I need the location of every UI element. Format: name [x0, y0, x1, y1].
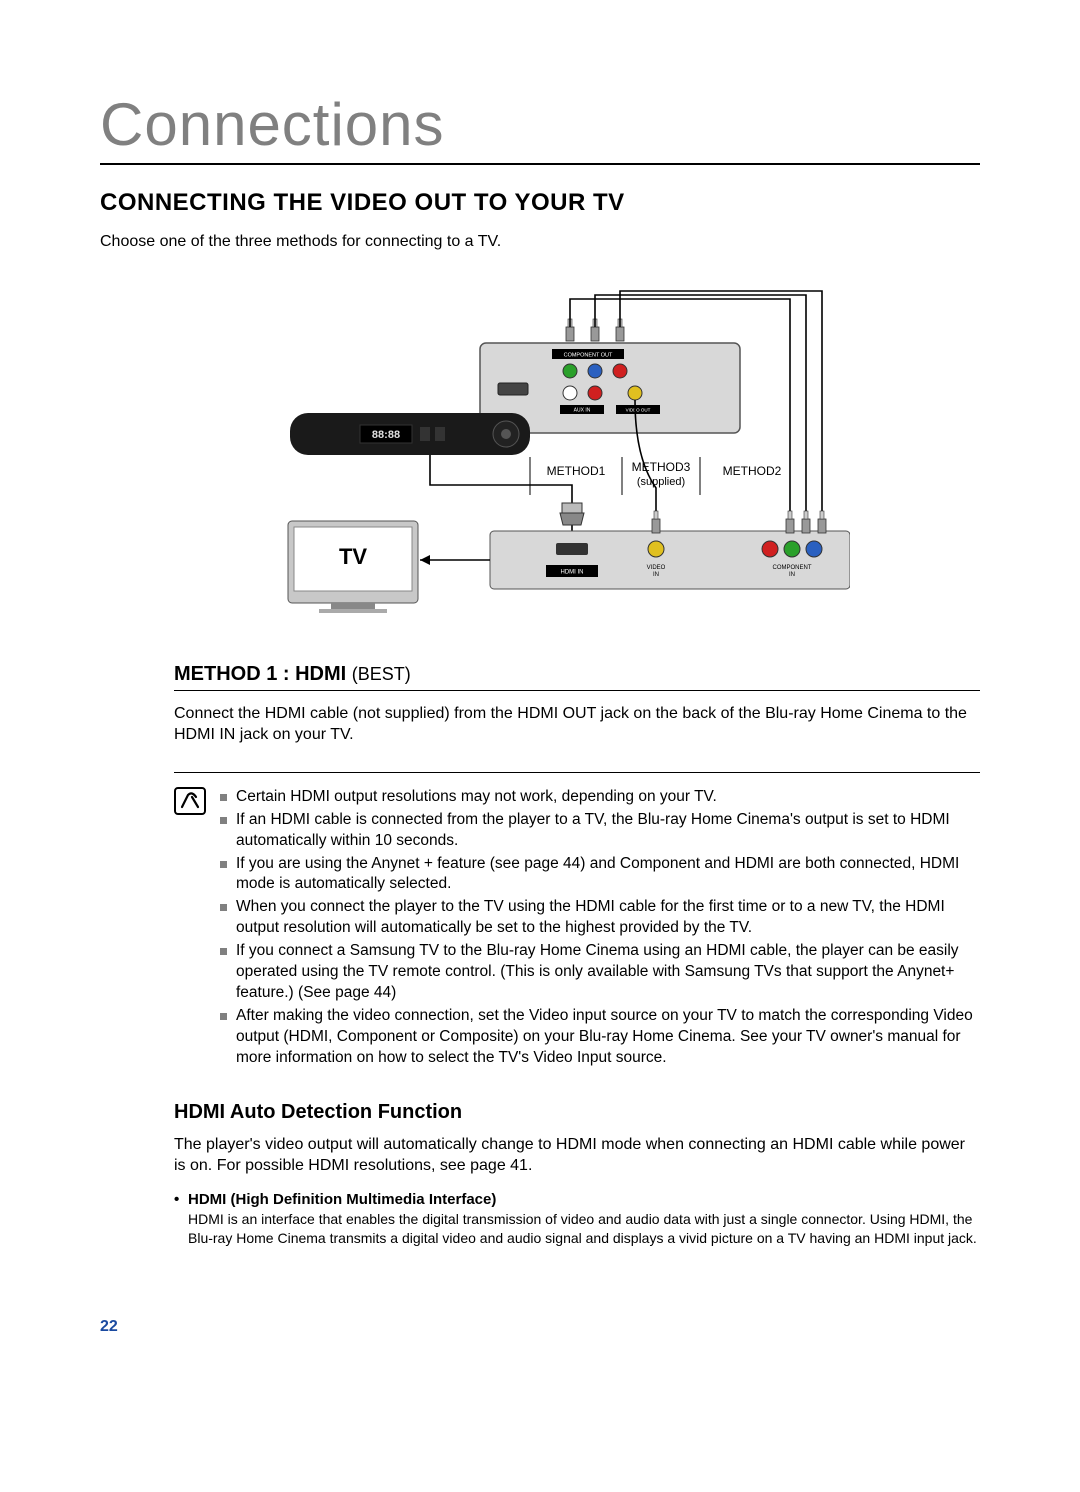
method1-body: Connect the HDMI cable (not supplied) fr… [174, 703, 980, 746]
intro-text: Choose one of the three methods for conn… [100, 231, 980, 253]
definition-body: HDMI is an interface that enables the di… [174, 1210, 980, 1248]
svg-text:TV: TV [339, 544, 367, 569]
method1-heading: METHOD 1 : HDMI (BEST) [174, 663, 980, 691]
svg-text:AUX IN: AUX IN [574, 407, 591, 413]
note-item: Certain HDMI output resolutions may not … [220, 787, 980, 808]
svg-text:88:88: 88:88 [372, 429, 400, 441]
section-heading: CONNECTING THE VIDEO OUT TO YOUR TV [100, 189, 980, 217]
definition-title: HDMI (High Definition Multimedia Interfa… [174, 1191, 980, 1208]
svg-text:METHOD2: METHOD2 [723, 464, 782, 478]
auto-detect-body: The player's video output will automatic… [174, 1134, 980, 1177]
svg-text:VIDEO: VIDEO [647, 565, 666, 571]
svg-text:METHOD3: METHOD3 [632, 460, 691, 474]
definition-block: HDMI (High Definition Multimedia Interfa… [174, 1191, 980, 1248]
notes-list: Certain HDMI output resolutions may not … [220, 787, 980, 1071]
svg-text:(supplied): (supplied) [637, 476, 685, 488]
auto-detect-heading: HDMI Auto Detection Function [174, 1101, 980, 1124]
note-item: When you connect the player to the TV us… [220, 897, 980, 939]
note-item: After making the video connection, set t… [220, 1006, 980, 1069]
svg-text:COMPONENT OUT: COMPONENT OUT [564, 352, 613, 358]
note-item: If you connect a Samsung TV to the Blu-r… [220, 941, 980, 1004]
connection-diagram: COMPONENT OUT AUX IN VIDEO OUT 88:88 METHOD1… [230, 273, 850, 633]
method1-heading-light: (BEST) [352, 664, 411, 684]
page-container: Connections CONNECTING THE VIDEO OUT TO … [0, 0, 1080, 1396]
chapter-title: Connections [100, 90, 980, 165]
svg-text:IN: IN [653, 572, 659, 578]
method1-block: METHOD 1 : HDMI (BEST) Connect the HDMI … [174, 663, 980, 1248]
note-box: Certain HDMI output resolutions may not … [174, 772, 980, 1071]
svg-text:METHOD1: METHOD1 [547, 464, 606, 478]
svg-text:COMPONENT: COMPONENT [773, 565, 812, 571]
svg-text:VIDEO OUT: VIDEO OUT [626, 407, 651, 412]
page-number: 22 [100, 1318, 980, 1336]
note-item: If an HDMI cable is connected from the p… [220, 810, 980, 852]
note-item: If you are using the Anynet + feature (s… [220, 854, 980, 896]
svg-text:IN: IN [789, 572, 795, 578]
note-icon [174, 787, 206, 1071]
svg-text:HDMI IN: HDMI IN [561, 569, 584, 575]
method1-heading-bold: METHOD 1 : HDMI [174, 663, 352, 685]
